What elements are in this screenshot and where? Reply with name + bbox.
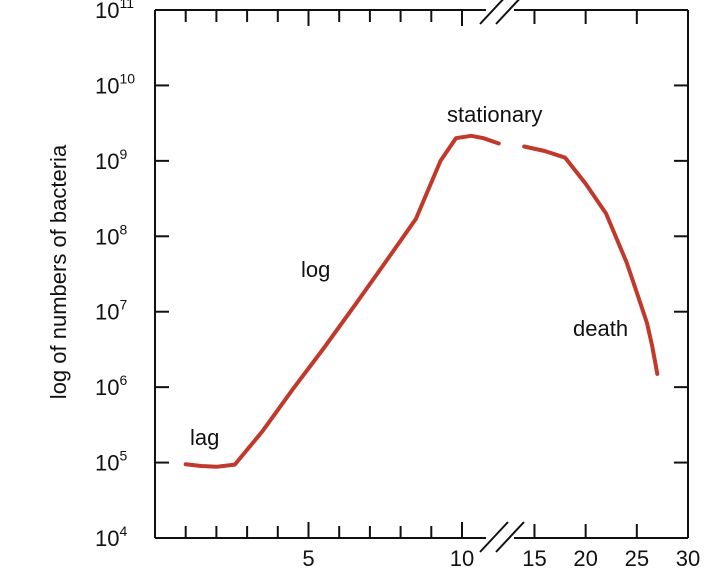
x-axis-ticks bbox=[184, 10, 638, 538]
top-axis-break-mark bbox=[495, 0, 520, 25]
phase-label-lag: lag bbox=[190, 425, 219, 450]
y-axis-tick-labels: 104 105 106 107 108 109 1010 1011 bbox=[95, 0, 135, 551]
growth-curve bbox=[183, 133, 660, 469]
y-axis-label: log of numbers of bacteria bbox=[46, 144, 71, 399]
x-tick-label: 15 bbox=[522, 546, 546, 571]
y-tick-label: 108 bbox=[95, 221, 127, 249]
y-tick-label: 109 bbox=[95, 146, 127, 174]
y-tick-label: 1010 bbox=[95, 70, 135, 98]
y-tick-label: 106 bbox=[95, 372, 127, 400]
x-axis-break-marks bbox=[479, 0, 525, 553]
x-tick-label: 25 bbox=[625, 546, 649, 571]
top-axis-break-mark bbox=[479, 0, 504, 25]
growth-curve-segment-right bbox=[522, 144, 660, 376]
phase-label-death: death bbox=[573, 316, 628, 341]
y-tick-label: 107 bbox=[95, 297, 127, 325]
x-tick-label: 20 bbox=[573, 546, 597, 571]
x-tick-label: 30 bbox=[676, 546, 700, 571]
y-tick-label: 104 bbox=[95, 523, 127, 551]
x-tick-label: 10 bbox=[450, 546, 474, 571]
plot-frame bbox=[154, 9, 689, 539]
y-tick-label: 105 bbox=[95, 448, 127, 476]
x-axis-tick-labels: 5 10 15 20 25 30 bbox=[302, 546, 700, 571]
growth-curve-segment-left bbox=[183, 133, 501, 469]
x-axis-break-mark bbox=[495, 521, 525, 553]
phase-label-stationary: stationary bbox=[447, 102, 542, 127]
phase-label-log: log bbox=[301, 257, 330, 282]
x-axis-break-mark bbox=[479, 521, 509, 553]
phase-labels: lag log stationary death bbox=[190, 102, 628, 450]
y-axis-ticks bbox=[155, 9, 688, 539]
y-tick-label: 1011 bbox=[95, 0, 134, 23]
x-tick-label: 5 bbox=[302, 546, 314, 571]
